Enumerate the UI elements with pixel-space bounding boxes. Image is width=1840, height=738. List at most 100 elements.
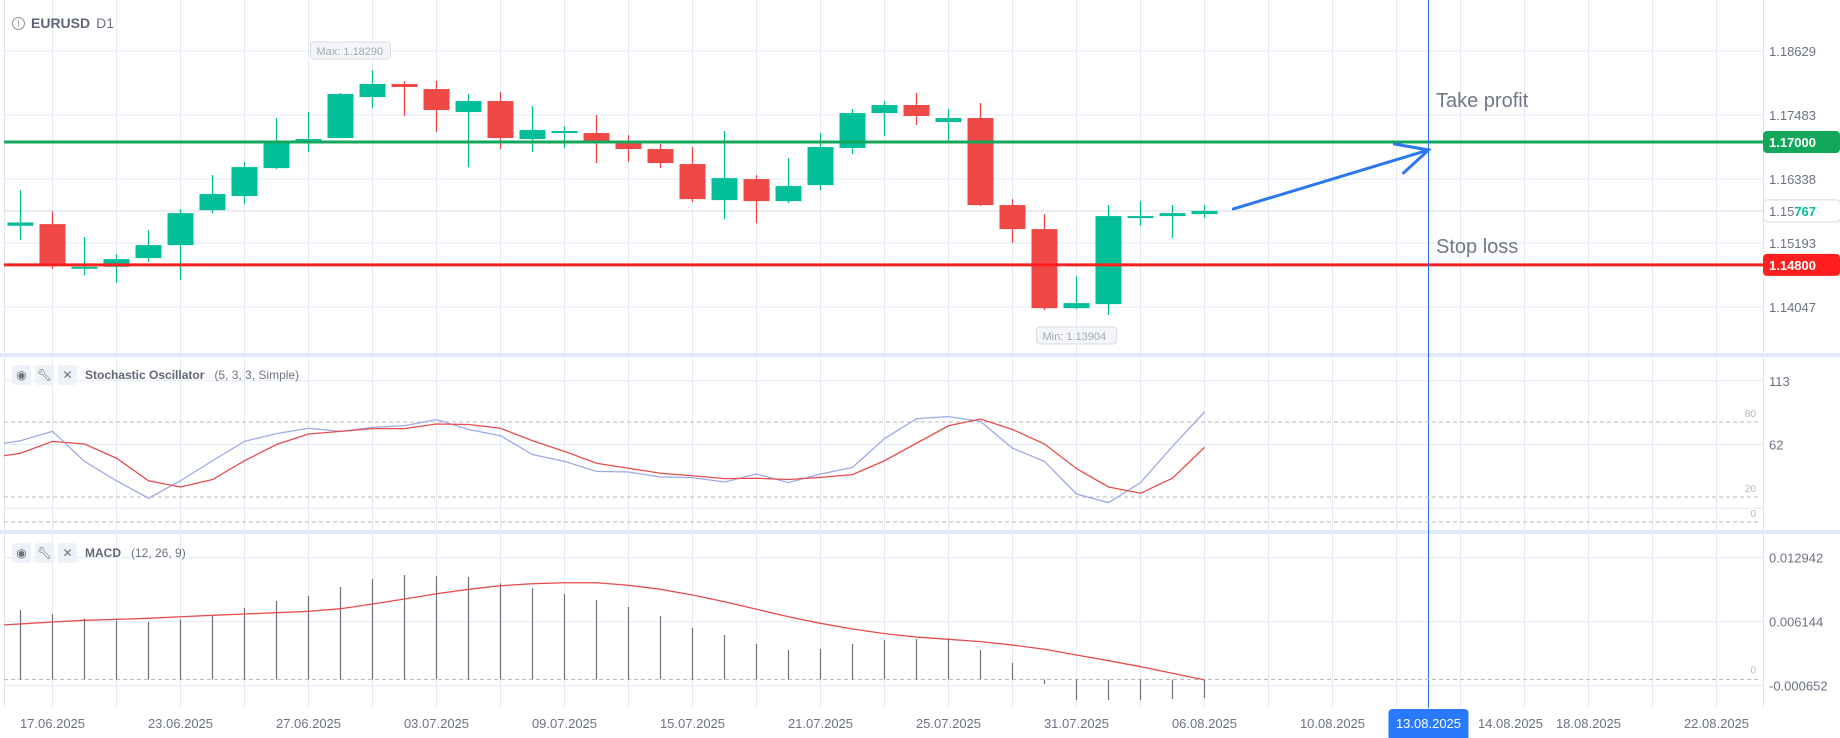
- candle-body: [743, 179, 770, 202]
- indicator-params: (5, 3, 3, Simple): [214, 368, 300, 382]
- arrow-shaft: [1231, 148, 1430, 211]
- candle-body: [103, 259, 130, 267]
- trend-arrow: [1231, 142, 1432, 211]
- candle-bullish: [1063, 276, 1090, 310]
- candle-bearish: [615, 135, 642, 163]
- candle-body: [967, 118, 994, 206]
- info-icon[interactable]: i: [12, 16, 25, 30]
- pane-separator: [0, 530, 1840, 534]
- candle-bullish: [839, 109, 866, 155]
- x-tick-label: 22.08.2025: [1684, 716, 1749, 731]
- candle-bullish: [71, 237, 98, 276]
- max_marker-marker: Max: 1.18290: [310, 41, 391, 60]
- candle-bullish: [551, 126, 578, 149]
- macd-zero-label: 0: [1750, 666, 1756, 677]
- candle-body: [423, 89, 450, 111]
- eye-icon[interactable]: ◉: [12, 365, 31, 385]
- candle-body: [487, 101, 514, 139]
- candle-body: [1095, 216, 1122, 305]
- candle-body: [871, 105, 898, 114]
- price-tick-label: 1.17483: [1769, 108, 1816, 123]
- candle-body: [71, 266, 98, 269]
- macd-header: ◉ 🔧︎ ✕ MACD (12, 26, 9): [12, 543, 186, 563]
- candle-body: [903, 105, 930, 117]
- x-tick-label: 27.06.2025: [276, 716, 341, 731]
- x-tick-label: 31.07.2025: [1044, 716, 1109, 731]
- x-tick-label: 09.07.2025: [532, 716, 597, 731]
- stop-loss-annotation: Stop loss: [1436, 236, 1518, 258]
- wrench-icon[interactable]: 🔧︎: [35, 365, 54, 385]
- price-tick-label: 1.18629: [1769, 44, 1816, 59]
- candle-bearish: [1031, 214, 1058, 311]
- crosshair-date-label: 13.08.2025: [1396, 716, 1461, 731]
- candle-bullish: [103, 254, 130, 283]
- candle-bullish: [1159, 205, 1186, 239]
- candle-body: [583, 133, 610, 143]
- candle-body: [519, 130, 546, 140]
- candle-bearish: [583, 115, 610, 164]
- take-profit-annotation: Take profit: [1436, 90, 1529, 112]
- candle-bearish: [39, 211, 66, 269]
- close-icon[interactable]: ✕: [58, 365, 77, 385]
- candle-bearish: [743, 175, 770, 224]
- stochastic-tick-label: 113: [1769, 374, 1790, 389]
- candle-bullish: [775, 158, 802, 204]
- max_marker-box: [310, 41, 391, 60]
- candle-body: [1031, 229, 1058, 309]
- candle-bullish: [871, 101, 898, 137]
- candle-bullish: [199, 175, 226, 214]
- stop-loss-price-label: 1.14800: [1769, 258, 1816, 273]
- candle-body: [167, 213, 194, 246]
- candle-bullish: [7, 190, 34, 241]
- candle-bullish: [935, 109, 962, 142]
- min_marker-label: Min: 1.13904: [1043, 331, 1107, 343]
- x-tick-label: 25.07.2025: [916, 716, 981, 731]
- wrench-icon[interactable]: 🔧︎: [35, 543, 54, 563]
- x-tick-label: 15.07.2025: [660, 716, 725, 731]
- candle-bullish: [231, 162, 258, 205]
- x-tick-label: 03.07.2025: [404, 716, 469, 731]
- candle-bearish: [423, 81, 450, 133]
- candle-bullish: [263, 118, 290, 170]
- candle-bullish: [135, 230, 162, 263]
- price-tick-label: 1.14047: [1769, 300, 1816, 315]
- close-icon[interactable]: ✕: [58, 543, 77, 563]
- stochastic-tick-label: 62: [1769, 438, 1783, 453]
- x-tick-label: 18.08.2025: [1556, 716, 1621, 731]
- current-price-prefix: 1.15: [1769, 204, 1794, 219]
- candle-body: [551, 131, 578, 134]
- symbol-header: i EURUSD D1: [12, 15, 114, 31]
- candle-bullish: [327, 93, 354, 139]
- candle-body: [775, 186, 802, 202]
- symbol-name: EURUSD: [31, 15, 91, 31]
- candle-bullish: [1191, 205, 1218, 219]
- candle-body: [999, 205, 1026, 230]
- stochastic-d-line: [3, 418, 1205, 494]
- x-tick-label: 06.08.2025: [1172, 716, 1237, 731]
- stochastic-level-label: 80: [1745, 409, 1757, 420]
- crosshair-date-badge: [1388, 709, 1469, 738]
- candle-bullish: [1127, 201, 1154, 227]
- candle-body: [327, 94, 354, 139]
- stochastic-level-label: 0: [1750, 509, 1756, 520]
- take-profit-price-label: 1.17000: [1769, 135, 1816, 150]
- candle-body: [807, 147, 834, 186]
- candle-bullish: [1095, 205, 1122, 315]
- eye-icon[interactable]: ◉: [12, 543, 31, 563]
- candle-bullish: [455, 94, 482, 168]
- candle-bullish: [167, 209, 194, 280]
- stop-loss-price-badge: [1763, 253, 1840, 276]
- indicator-title: Stochastic Oscillator: [85, 368, 205, 382]
- candle-bullish: [711, 131, 738, 220]
- candle-body: [7, 222, 34, 226]
- candle-body: [1191, 210, 1218, 215]
- candle-bearish: [391, 81, 418, 117]
- candle-bearish: [903, 93, 930, 126]
- max_marker-label: Max: 1.18290: [317, 46, 384, 58]
- candle-body: [39, 224, 66, 264]
- timeframe: D1: [96, 15, 115, 31]
- current-price-badge: [1763, 199, 1840, 223]
- candle-body: [1063, 303, 1090, 309]
- min_marker-box: [1036, 326, 1117, 345]
